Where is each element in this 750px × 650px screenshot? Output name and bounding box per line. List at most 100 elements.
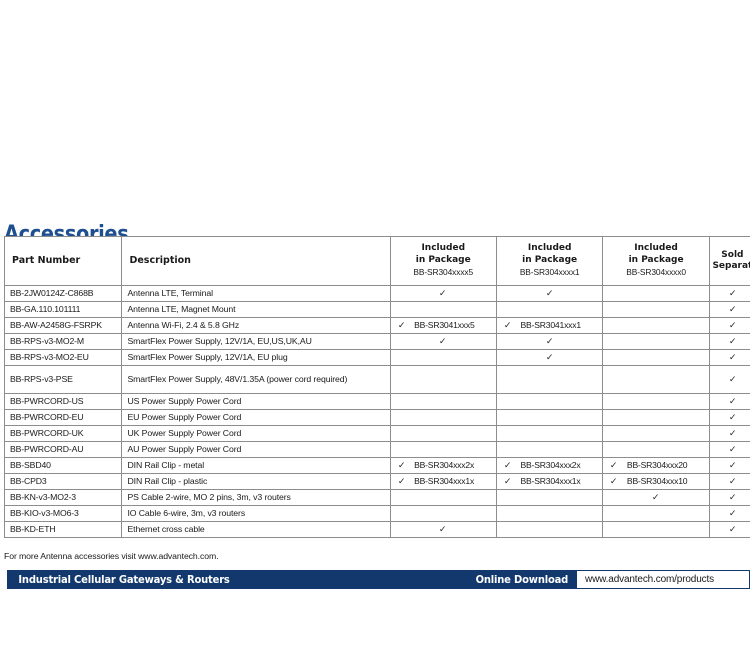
cell-included-package-5 [389, 393, 497, 410]
model-code: BB-SR304xxx2x [520, 460, 581, 470]
check-icon: ✓ [728, 320, 737, 330]
check-icon: ✓ [397, 460, 406, 470]
check-icon: ✓ [728, 336, 737, 346]
cell-included-package-1: ✓ [495, 349, 604, 366]
cell-sold-separately: ✓ [708, 393, 750, 410]
check-icon: ✓ [545, 336, 554, 346]
table-row: BB-RPS-v3-PSE SmartFlex Power Supply, 48V… [3, 365, 750, 394]
cell-sold-separately: ✓ [708, 409, 750, 426]
cell-sold-separately: ✓ [708, 457, 750, 474]
table-row: BB-PWRCORD-UK UK Power Supply Power Cord ✓ [3, 425, 750, 442]
cell-sold-separately: ✓ [708, 441, 750, 458]
table-row: BB-KD-ETH Ethernet cross cable ✓ ✓ [3, 521, 750, 538]
cell-included-package-1 [495, 425, 604, 442]
online-download-url-box[interactable]: www.advantech.com/products [577, 571, 749, 588]
bottom-bar-title: Industrial Cellular Gateways & Routers [18, 573, 230, 586]
model-code: BB-SR304xxx2x [414, 460, 475, 470]
check-icon: ✓ [728, 428, 737, 438]
cell-description: Antenna LTE, Terminal [121, 285, 391, 302]
cell-description: DIN Rail Clip - metal [121, 457, 391, 474]
cell-part-number: BB-PWRCORD-EU [3, 409, 123, 426]
cell-description: Antenna LTE, Magnet Mount [121, 301, 391, 318]
cell-sold-separately: ✓ [708, 333, 750, 350]
table-row: BB-KN-v3-MO2-3 PS Cable 2-wire, MO 2 pins… [3, 489, 750, 506]
check-with-model: ✓ BB-SR3041xxx5 [391, 320, 496, 331]
footnote-text: For more Antenna accessories visit www.a… [4, 551, 219, 561]
cell-included-package-5 [389, 505, 497, 522]
cell-sold-separately: ✓ [708, 301, 750, 318]
cell-included-package-5 [389, 409, 497, 426]
cell-included-package-1 [495, 521, 604, 538]
model-code: BB-SR304xxx1x [414, 476, 475, 486]
check-icon: ✓ [728, 412, 737, 422]
cell-included-package-1 [495, 409, 604, 426]
table-header-row: Part Number Description Included in Pack… [3, 236, 750, 286]
check-icon: ✓ [503, 460, 512, 470]
cell-description: IO Cable 6-wire, 3m, v3 routers [121, 505, 391, 522]
check-icon: ✓ [439, 288, 448, 298]
cell-description: PS Cable 2-wire, MO 2 pins, 3m, v3 route… [121, 489, 391, 506]
table-row: BB-RPS-v3-MO2-M SmartFlex Power Supply, 1… [3, 333, 750, 350]
cell-part-number: BB-PWRCORD-US [3, 393, 123, 410]
column-header-included-0-model: BB-SR304xxxx0 [626, 267, 686, 278]
cell-description: EU Power Supply Power Cord [121, 409, 391, 426]
bottom-bar-accent [4, 570, 7, 589]
model-code: BB-SR304xxx20 [626, 460, 688, 470]
table-row: BB-PWRCORD-US US Power Supply Power Cord ✓ [3, 393, 750, 410]
table-row: BB-PWRCORD-EU EU Power Supply Power Cord ✓ [3, 409, 750, 426]
cell-included-package-1 [495, 393, 604, 410]
check-icon: ✓ [545, 352, 554, 362]
accessories-table: Part Number Description Included in Pack… [3, 236, 750, 538]
check-with-model: ✓ BB-SR304xxx2x [391, 460, 496, 471]
cell-part-number: BB-2JW0124Z-C868B [3, 285, 123, 302]
table-row: BB-KIO-v3-MO6-3 IO Cable 6-wire, 3m, v3 r… [3, 505, 750, 522]
cell-included-package-0 [602, 301, 710, 318]
table-row: BB-CPD3 DIN Rail Clip - plastic ✓ BB-SR304x… [3, 473, 750, 490]
cell-sold-separately: ✓ [708, 473, 750, 490]
cell-part-number: BB-PWRCORD-UK [3, 425, 123, 442]
check-icon: ✓ [728, 460, 737, 470]
cell-included-package-0 [602, 393, 710, 410]
cell-description: SmartFlex Power Supply, 12V/1A, EU,US,UK… [121, 333, 391, 350]
check-icon: ✓ [397, 476, 406, 486]
cell-description: DIN Rail Clip - plastic [121, 473, 391, 490]
column-header-included-package-1: Included in Package BB-SR304xxxx1 [495, 236, 604, 286]
cell-part-number: BB-KD-ETH [3, 521, 123, 538]
column-header-included-1-line2: in Package [522, 254, 578, 265]
cell-sold-separately: ✓ [708, 349, 750, 366]
column-header-sold-line1: Sold [721, 249, 744, 260]
cell-included-package-0 [602, 333, 710, 350]
cell-description: SmartFlex Power Supply, 48V/1.35A (power… [121, 365, 391, 394]
cell-included-package-0: ✓ [602, 489, 710, 506]
cell-description: Antenna Wi-Fi, 2.4 & 5.8 GHz [121, 317, 391, 334]
cell-part-number: BB-SBD40 [3, 457, 123, 474]
cell-included-package-1 [495, 301, 604, 318]
check-icon: ✓ [728, 476, 737, 486]
table-row: BB-AW-A2458G-FSRPK Antenna Wi-Fi, 2.4 & 5… [3, 317, 750, 334]
check-with-model: ✓ BB-SR304xxx20 [603, 460, 708, 471]
cell-included-package-5 [389, 365, 497, 394]
cell-sold-separately: ✓ [708, 489, 750, 506]
online-download-url[interactable]: www.advantech.com/products [585, 574, 714, 585]
cell-included-package-5 [389, 489, 497, 506]
check-icon: ✓ [728, 352, 737, 362]
cell-part-number: BB-KIO-v3-MO6-3 [3, 505, 123, 522]
cell-included-package-5: ✓ [389, 285, 497, 302]
cell-included-package-1 [495, 441, 604, 458]
check-with-model: ✓ BB-SR304xxx10 [603, 476, 708, 487]
cell-sold-separately: ✓ [708, 285, 750, 302]
model-code: BB-SR3041xxx5 [414, 320, 475, 330]
cell-included-package-5 [389, 425, 497, 442]
cell-sold-separately: ✓ [708, 317, 750, 334]
column-header-included-0-line1: Included [634, 243, 678, 254]
cell-included-package-0 [602, 285, 710, 302]
cell-part-number: BB-KN-v3-MO2-3 [3, 489, 123, 506]
cell-included-package-0 [602, 425, 710, 442]
check-with-model: ✓ BB-SR304xxx1x [391, 476, 496, 487]
check-with-model: ✓ BB-SR304xxx1x [497, 476, 602, 487]
check-icon: ✓ [728, 396, 737, 406]
cell-part-number: BB-RPS-v3-MO2-EU [3, 349, 123, 366]
cell-included-package-5 [389, 441, 497, 458]
cell-part-number: BB-AW-A2458G-FSRPK [3, 317, 123, 334]
cell-included-package-0 [602, 409, 710, 426]
